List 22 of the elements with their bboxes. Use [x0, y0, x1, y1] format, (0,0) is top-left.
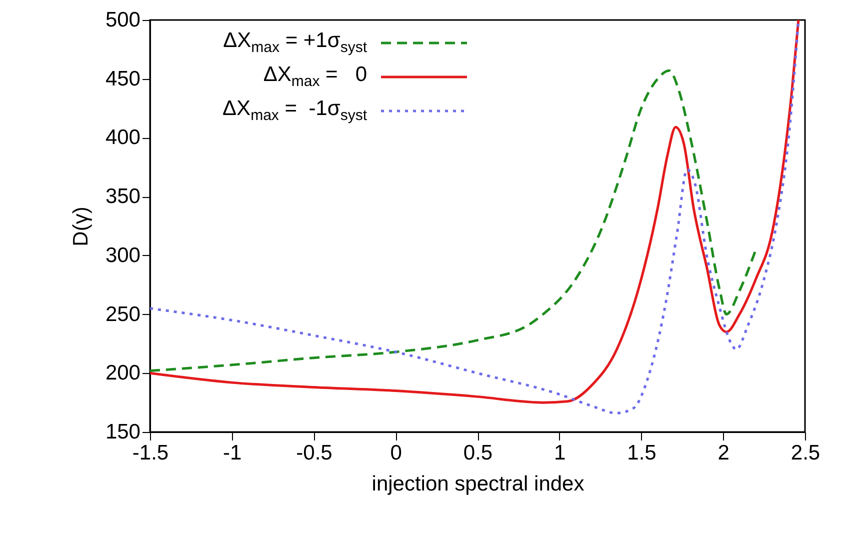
- legend-label: ΔX$_{max}$ = -1σ$_{syst}$: [222, 97, 368, 125]
- y-tick-label: 500: [105, 8, 140, 32]
- y-tick-label: 450: [105, 67, 140, 90]
- y-tick-label: 350: [105, 185, 140, 208]
- x-tick-label: -1: [223, 442, 242, 464]
- x-axis-title: injection spectral index: [372, 472, 585, 496]
- x-tick-label: 1.5: [627, 442, 656, 464]
- x-tick-label: -1.5: [132, 442, 169, 464]
- x-tick-label: 1: [554, 442, 566, 464]
- y-tick-label: 300: [105, 244, 140, 267]
- legend-label: ΔX$_{max}$ = 0: [262, 63, 368, 91]
- y-tick-label: 150: [105, 420, 140, 444]
- y-tick-label: 400: [105, 126, 140, 150]
- y-tick-label: 200: [105, 362, 140, 385]
- x-tick-label: -0.5: [296, 442, 332, 464]
- x-tick-label: 0: [390, 442, 402, 464]
- y-axis-title: D(γ): [69, 206, 92, 246]
- x-tick-label: 0.5: [463, 442, 493, 464]
- x-tick-label: 2: [718, 442, 730, 464]
- y-tick-label: 250: [105, 302, 140, 326]
- legend-label: ΔX$_{max}$ = +1σ$_{syst}$: [222, 29, 368, 57]
- x-tick-label: 2.5: [790, 442, 820, 464]
